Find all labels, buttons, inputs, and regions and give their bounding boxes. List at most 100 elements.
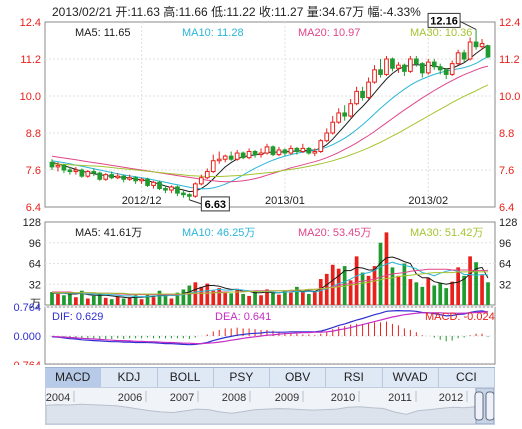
candle bbox=[461, 49, 467, 63]
volume-bar bbox=[97, 293, 102, 305]
tab-psy[interactable]: PSY bbox=[214, 368, 270, 387]
volume-bar bbox=[181, 289, 186, 305]
low-label: 低: bbox=[211, 5, 227, 19]
price-axis-tick-left: 6.4 bbox=[26, 202, 41, 214]
candle bbox=[300, 143, 306, 154]
candle bbox=[360, 86, 365, 101]
candle-body bbox=[306, 147, 312, 154]
volume-bar bbox=[330, 264, 335, 305]
candle-body bbox=[127, 177, 132, 180]
volume-bar bbox=[348, 280, 353, 305]
volume-bar bbox=[127, 297, 132, 305]
candle bbox=[145, 177, 150, 187]
volume-bar bbox=[468, 256, 472, 305]
candle-body bbox=[49, 161, 55, 168]
volume-bar bbox=[163, 295, 168, 305]
candle bbox=[127, 174, 132, 181]
volume-bar bbox=[74, 297, 78, 305]
tab-rsi[interactable]: RSI bbox=[326, 368, 383, 387]
tab-kdj[interactable]: KDJ bbox=[101, 368, 158, 387]
volume-bar bbox=[360, 272, 365, 305]
volume-bar bbox=[115, 296, 120, 305]
candle-body bbox=[288, 147, 294, 154]
volume-bar bbox=[235, 288, 240, 305]
volume-bar bbox=[169, 298, 174, 305]
volume-bar bbox=[109, 299, 114, 305]
candle bbox=[234, 149, 240, 161]
volume-legend-ma5: MA5: 41.61万 bbox=[75, 227, 142, 239]
candle bbox=[204, 168, 210, 180]
candle-body bbox=[396, 64, 401, 69]
volume-bar bbox=[50, 292, 54, 305]
high-annotation-label: 12.16 bbox=[430, 15, 458, 27]
volume-bar bbox=[283, 290, 287, 305]
tab-boll[interactable]: BOLL bbox=[158, 368, 214, 387]
volume-bar bbox=[312, 292, 317, 305]
candle bbox=[55, 162, 61, 172]
candle bbox=[181, 190, 186, 198]
candle-body bbox=[264, 146, 270, 154]
candle-body bbox=[192, 183, 198, 197]
tab-cci[interactable]: CCI bbox=[439, 368, 495, 387]
candle-body bbox=[372, 69, 377, 83]
candle bbox=[408, 55, 413, 73]
candle bbox=[443, 68, 449, 80]
candle bbox=[151, 180, 156, 189]
price-x-tick-label: 2013/01 bbox=[265, 195, 305, 207]
navigator-handle-left[interactable] bbox=[474, 391, 484, 421]
volume-bar bbox=[211, 290, 216, 305]
candle bbox=[252, 149, 258, 158]
macd-axis-tick: 0.764 bbox=[13, 302, 41, 314]
candle-body bbox=[455, 52, 461, 65]
volume-bar bbox=[187, 285, 192, 305]
candle bbox=[348, 99, 353, 118]
price-axis-tick-right: 12.4 bbox=[499, 17, 520, 29]
candle-body bbox=[198, 177, 204, 185]
volume-ma30-line bbox=[52, 271, 489, 295]
tab-wvad[interactable]: WVAD bbox=[383, 368, 439, 387]
volume-bar bbox=[151, 297, 156, 305]
candle-body bbox=[378, 69, 383, 75]
price-panel-frame bbox=[44, 21, 496, 208]
volume-bar bbox=[462, 275, 466, 305]
volume-legend-ma10: MA10: 46.25万 bbox=[182, 227, 255, 239]
low-value: 11.22 bbox=[226, 5, 256, 19]
quote-date: 2013/02/21 bbox=[52, 5, 113, 19]
volume-axis-tick-left: 128 bbox=[23, 217, 41, 229]
candle-body bbox=[384, 58, 389, 75]
volume-bar bbox=[289, 292, 293, 305]
volume-bar bbox=[145, 293, 150, 305]
candle-body bbox=[258, 152, 264, 156]
price-legend-ma5: MA5: 11.65 bbox=[75, 27, 130, 39]
candle bbox=[258, 148, 264, 158]
candle bbox=[324, 128, 330, 143]
candle bbox=[294, 146, 300, 155]
candle-body bbox=[402, 64, 407, 72]
navigator-handle-right[interactable] bbox=[485, 391, 494, 421]
candle-body bbox=[336, 112, 342, 123]
candle-body bbox=[240, 152, 246, 159]
change-label: 幅: bbox=[367, 5, 383, 19]
candle bbox=[73, 166, 79, 175]
volume-bar bbox=[366, 275, 371, 305]
volume-bar bbox=[229, 293, 234, 305]
volume-axis-tick-left: 32 bbox=[29, 279, 41, 291]
tab-obv[interactable]: OBV bbox=[270, 368, 327, 387]
volume-ma10-line bbox=[52, 261, 489, 298]
candle-body bbox=[216, 158, 222, 162]
indicator-tab-bar: MACD KDJ BOLL PSY OBV RSI WVAD CCI bbox=[45, 367, 495, 387]
navigator-year-label: 2012 bbox=[439, 392, 463, 404]
candle bbox=[288, 145, 294, 155]
candle-body bbox=[449, 63, 455, 75]
candle bbox=[198, 174, 204, 186]
history-navigator[interactable]: 2004 2006 2007 2008 2009 2010 2011 2012 bbox=[45, 387, 495, 425]
tab-macd[interactable]: MACD bbox=[45, 368, 102, 387]
candle-body bbox=[97, 172, 103, 180]
price-legend-ma30: MA30: 10.36 bbox=[410, 27, 472, 39]
macd-legend-dif: DIF: 0.629 bbox=[52, 311, 103, 323]
candle-body bbox=[473, 41, 479, 48]
volume-bar bbox=[157, 290, 162, 305]
volume-bar bbox=[384, 232, 389, 305]
candle bbox=[485, 44, 491, 59]
candle bbox=[157, 180, 162, 191]
